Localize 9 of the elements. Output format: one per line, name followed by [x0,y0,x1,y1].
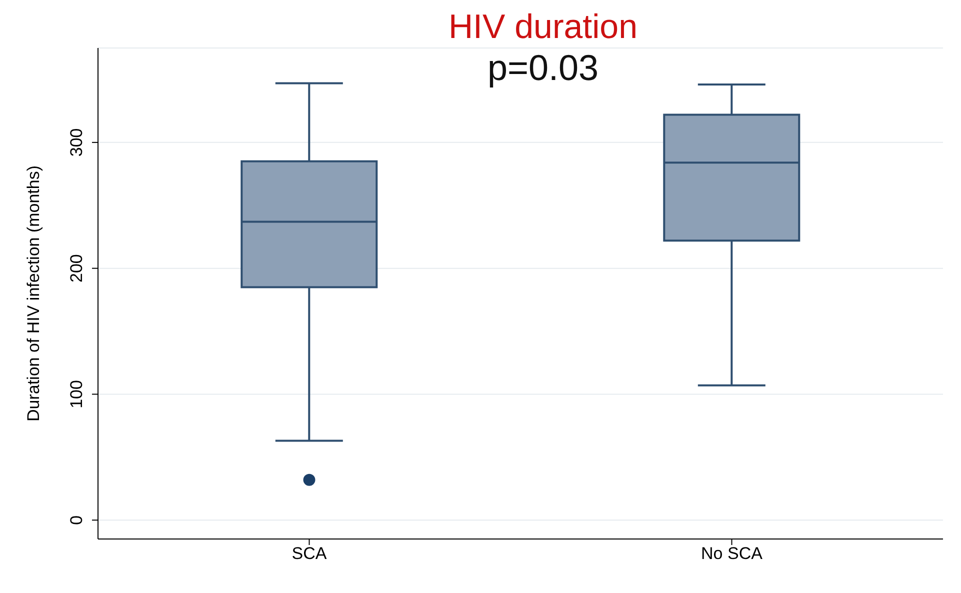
y-tick-label: 300 [67,128,86,157]
y-tick-label: 0 [67,515,86,525]
x-tick-label: SCA [292,544,328,564]
chart-title: HIV duration [448,8,638,46]
y-tick-label: 200 [67,254,86,283]
x-tick-label: No SCA [701,544,764,564]
annotation: p=0.03 [486,47,600,88]
y-axis-title: Duration of HIV infection (months) [24,165,44,422]
y-tick-label: 100 [67,380,86,408]
